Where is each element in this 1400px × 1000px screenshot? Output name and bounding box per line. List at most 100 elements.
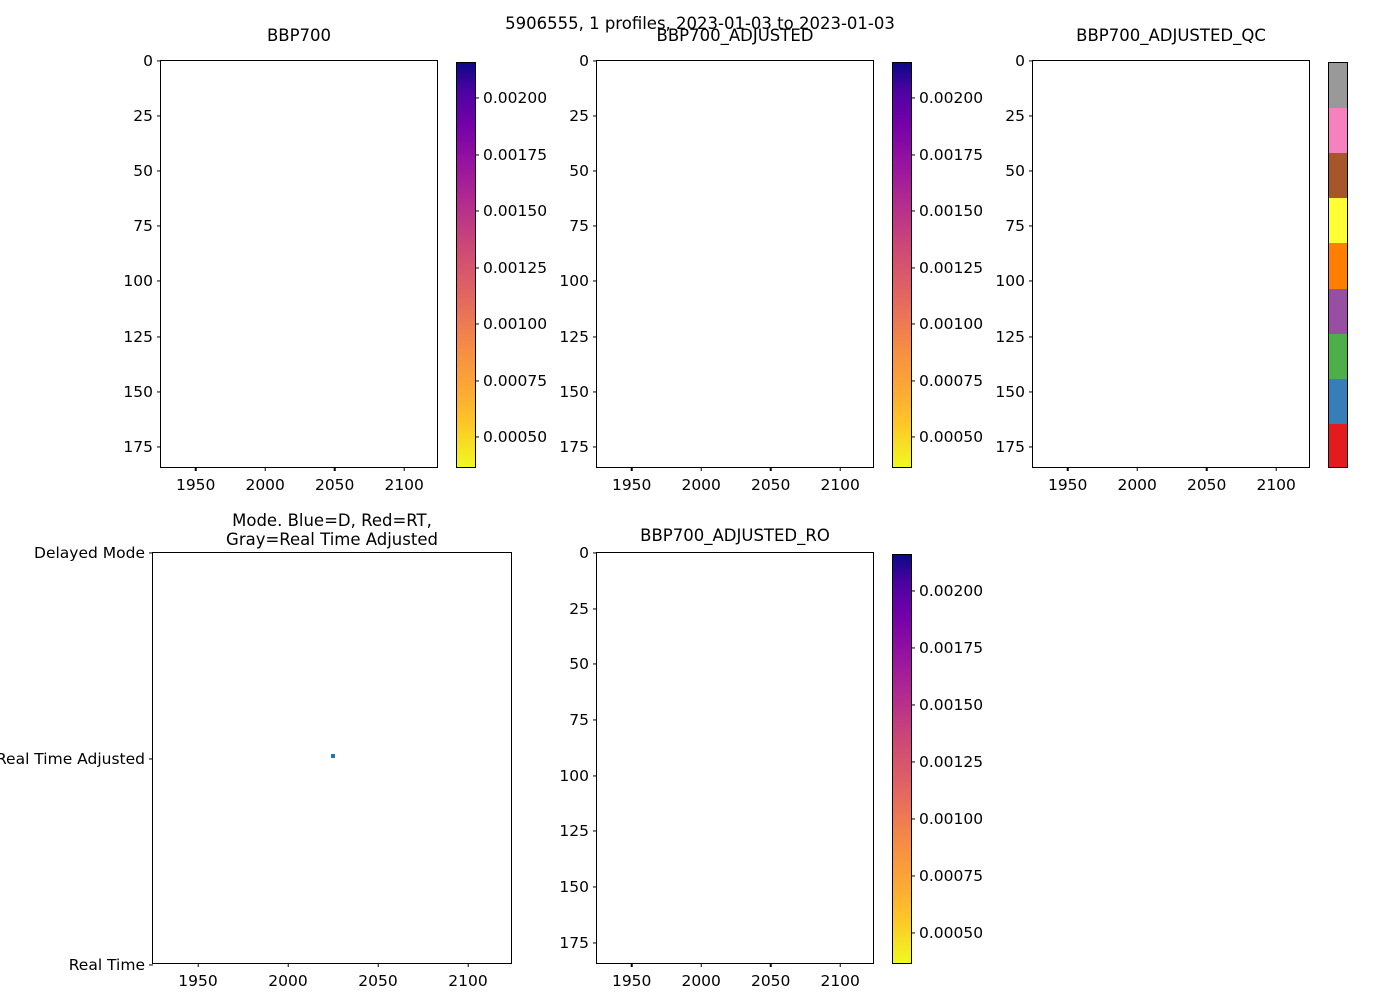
cbar-tick-bbp700-0: 0.00200 — [475, 89, 547, 107]
cbar-tick-adj-4: 0.00100 — [911, 315, 983, 333]
ytick-qc-25: 25 — [1005, 107, 1033, 125]
cbar-tick-ro-4: 0.00100 — [911, 810, 983, 828]
cbar-tick-adj-1: 0.00175 — [911, 146, 983, 164]
ytick-mode-rt-adj: Real Time Adjusted — [0, 750, 153, 768]
colorbar-bbp700-adjusted[interactable]: 0.00200 0.00175 0.00150 0.00125 0.00100 … — [892, 62, 983, 468]
mode-data-point[interactable] — [331, 754, 335, 758]
cbar-tick-adj-6: 0.00050 — [911, 428, 983, 446]
cbar-tick-qc-6: 6 — [1347, 144, 1348, 162]
cbar-tick-ro-5: 0.00075 — [911, 867, 983, 885]
cbar-tick-qc-3: 3 — [1347, 280, 1348, 298]
ytick-adj-150: 150 — [559, 383, 597, 401]
cbar-tick-qc-2: 2 — [1347, 325, 1348, 343]
cbar-tick-ro-6: 0.00050 — [911, 924, 983, 942]
cbar-tick-qc-4: 4 — [1347, 234, 1348, 252]
ytick-qc-0: 0 — [1015, 52, 1033, 70]
axes-bbp700-adjusted[interactable]: 0 25 50 75 100 125 150 175 1950 2000 205… — [559, 52, 874, 494]
ytick-qc-175: 175 — [995, 438, 1033, 456]
ytick-ro-25: 25 — [569, 600, 597, 618]
ytick-bbp700-125: 125 — [123, 328, 161, 346]
cbar-tick-bbp700-4: 0.00100 — [475, 315, 547, 333]
ytick-bbp700-50: 50 — [133, 162, 161, 180]
ytick-adj-100: 100 — [559, 272, 597, 290]
xtick-qc-2000: 2000 — [1117, 467, 1156, 494]
cbar-tick-qc-5: 5 — [1347, 189, 1348, 207]
ytick-adj-0: 0 — [579, 52, 597, 70]
xtick-qc-2050: 2050 — [1187, 467, 1226, 494]
ytick-ro-175: 175 — [559, 934, 597, 952]
figure-title: 5906555, 1 profiles, 2023-01-03 to 2023-… — [505, 14, 895, 33]
cbar-tick-adj-0: 0.00200 — [911, 89, 983, 107]
qc-color-4 — [1329, 243, 1347, 289]
cbar-tick-bbp700-3: 0.00125 — [475, 259, 547, 277]
qc-color-2 — [1329, 333, 1347, 379]
ytick-adj-175: 175 — [559, 438, 597, 456]
cbar-tick-ro-0: 0.00200 — [911, 582, 983, 600]
ytick-qc-150: 150 — [995, 383, 1033, 401]
ytick-qc-125: 125 — [995, 328, 1033, 346]
xtick-ro-1950: 1950 — [612, 963, 651, 990]
axes-bbp700-adjusted-qc[interactable]: 0 25 50 75 100 125 150 175 1950 2000 205… — [995, 52, 1310, 494]
ytick-ro-100: 100 — [559, 767, 597, 785]
axes-bbp700[interactable]: 0 25 50 75 100 125 150 175 1950 2000 205… — [123, 52, 438, 494]
qc-color-3 — [1329, 288, 1347, 334]
qc-color-6 — [1329, 153, 1347, 199]
xtick-bbp700-2000: 2000 — [245, 467, 284, 494]
panel-title-bbp700-adjusted: BBP700_ADJUSTED — [656, 26, 814, 45]
ytick-bbp700-0: 0 — [143, 52, 161, 70]
ytick-qc-50: 50 — [1005, 162, 1033, 180]
cbar-tick-bbp700-1: 0.00175 — [475, 146, 547, 164]
ytick-mode-realtime: Real Time — [69, 956, 153, 974]
cbar-tick-qc-1: 1 — [1347, 370, 1348, 388]
ytick-bbp700-75: 75 — [133, 217, 161, 235]
qc-color-5 — [1329, 198, 1347, 244]
axes-bbp700-adjusted-ro[interactable]: 0 25 50 75 100 125 150 175 1950 2000 205… — [559, 544, 874, 990]
xtick-mode-2050: 2050 — [358, 963, 397, 990]
cbar-tick-ro-3: 0.00125 — [911, 753, 983, 771]
ytick-ro-150: 150 — [559, 878, 597, 896]
ytick-bbp700-100: 100 — [123, 272, 161, 290]
ytick-bbp700-175: 175 — [123, 438, 161, 456]
panel-title-mode: Mode. Blue=D, Red=RT, Gray=Real Time Adj… — [226, 511, 438, 549]
cbar-tick-qc-0: 0 — [1347, 460, 1348, 468]
qc-color-0 — [1329, 423, 1347, 467]
colorbar-bbp700-adjusted-ro[interactable]: 0.00200 0.00175 0.00150 0.00125 0.00100 … — [892, 554, 983, 964]
panel-title-bbp700-adjusted-qc: BBP700_ADJUSTED_QC — [1076, 26, 1266, 45]
panel-title-bbp700: BBP700 — [266, 26, 332, 45]
xtick-mode-2000: 2000 — [268, 963, 307, 990]
ytick-qc-75: 75 — [1005, 217, 1033, 235]
cbar-tick-qc-7: 7 — [1347, 99, 1348, 117]
cbar-tick-bbp700-6: 0.00050 — [475, 428, 547, 446]
ytick-adj-125: 125 — [559, 328, 597, 346]
cbar-tick-adj-2: 0.00150 — [911, 202, 983, 220]
xtick-adj-2100: 2100 — [820, 467, 859, 494]
xtick-mode-2100: 2100 — [448, 963, 487, 990]
xtick-qc-2100: 2100 — [1256, 467, 1295, 494]
ytick-ro-0: 0 — [579, 544, 597, 562]
cbar-tick-adj-5: 0.00075 — [911, 372, 983, 390]
qc-color-7 — [1329, 108, 1347, 154]
xtick-adj-2000: 2000 — [681, 467, 720, 494]
axes-mode[interactable]: Delayed Mode Real Time Adjusted Real Tim… — [0, 544, 512, 990]
ytick-bbp700-150: 150 — [123, 383, 161, 401]
xtick-bbp700-1950: 1950 — [176, 467, 215, 494]
ytick-adj-75: 75 — [569, 217, 597, 235]
ytick-qc-100: 100 — [995, 272, 1033, 290]
cbar-tick-adj-3: 0.00125 — [911, 259, 983, 277]
ytick-adj-25: 25 — [569, 107, 597, 125]
xtick-adj-2050: 2050 — [751, 467, 790, 494]
colorbar-bbp700[interactable]: 0.00200 0.00175 0.00150 0.00125 0.00100 … — [456, 62, 547, 468]
qc-color-8 — [1329, 63, 1347, 109]
xtick-ro-2100: 2100 — [820, 963, 859, 990]
cbar-tick-bbp700-2: 0.00150 — [475, 202, 547, 220]
cbar-tick-ro-2: 0.00150 — [911, 696, 983, 714]
xtick-mode-1950: 1950 — [178, 963, 217, 990]
colorbar-bbp700-adjusted-qc[interactable]: 8 7 6 5 4 3 2 1 0 — [1328, 62, 1348, 468]
ytick-adj-50: 50 — [569, 162, 597, 180]
xtick-qc-1950: 1950 — [1048, 467, 1087, 494]
xtick-bbp700-2050: 2050 — [315, 467, 354, 494]
cbar-tick-qc-8: 8 — [1347, 62, 1348, 72]
qc-color-1 — [1329, 378, 1347, 424]
ytick-ro-50: 50 — [569, 655, 597, 673]
ytick-mode-delayed: Delayed Mode — [34, 544, 153, 562]
